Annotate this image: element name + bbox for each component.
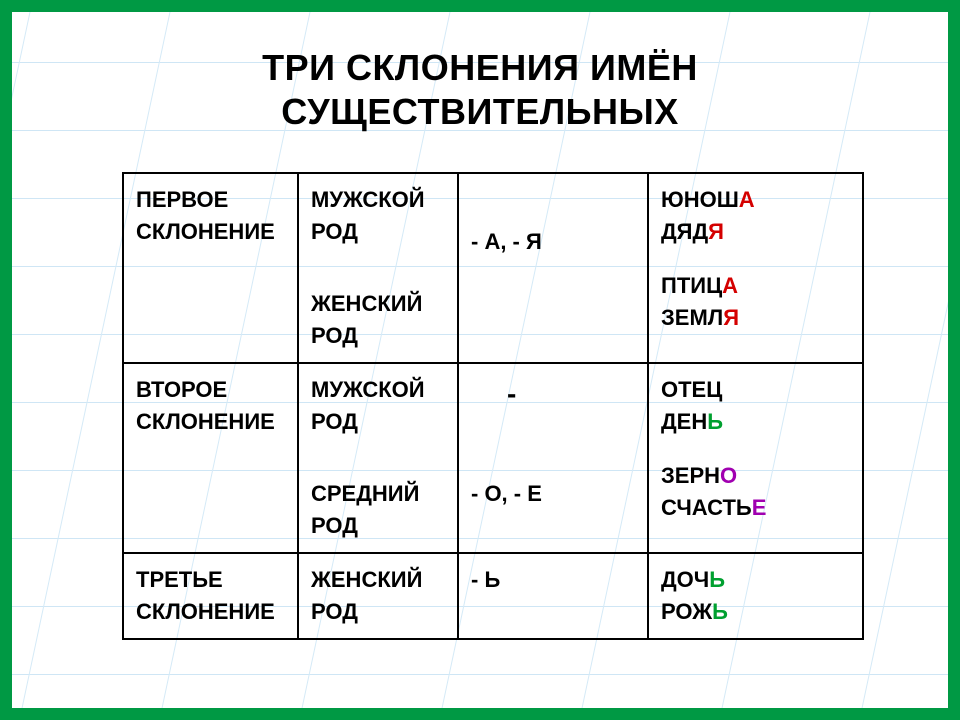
row2-label-b: СКЛОНЕНИЕ: [136, 409, 275, 434]
endings-dash: -: [471, 374, 635, 410]
row1-label-a: ПЕРВОЕ: [136, 187, 228, 212]
example-word: ЗЕМЛЯ: [661, 302, 850, 334]
declension-table: ПЕРВОЕ СКЛОНЕНИЕ МУЖСКОЙ РОД ЖЕНСКИЙ РОД…: [122, 172, 864, 640]
ex-end: Е: [752, 495, 767, 520]
table-row: ПЕРВОЕ СКЛОНЕНИЕ МУЖСКОЙ РОД ЖЕНСКИЙ РОД…: [123, 173, 863, 363]
gender-male-b: РОД: [311, 409, 358, 434]
slide-frame: ТРИ СКЛОНЕНИЯ ИМЁН СУЩЕСТВИТЕЛЬНЫХ ПЕРВО…: [0, 0, 960, 720]
ex-end: Ь: [707, 409, 723, 434]
page-title: ТРИ СКЛОНЕНИЯ ИМЁН СУЩЕСТВИТЕЛЬНЫХ: [12, 46, 948, 134]
row2-label: ВТОРОЕ СКЛОНЕНИЕ: [123, 363, 298, 553]
row3-examples: ДОЧЬ РОЖЬ: [648, 553, 863, 639]
example-word: ПТИЦА: [661, 270, 850, 302]
table-row: ТРЕТЬЕ СКЛОНЕНИЕ ЖЕНСКИЙ РОД - Ь ДОЧЬ РО…: [123, 553, 863, 639]
row2-examples: ОТЕЦ ДЕНЬ ЗЕРНО СЧАСТЬЕ: [648, 363, 863, 553]
ex-root: ДОЧ: [661, 567, 709, 592]
table-row: ВТОРОЕ СКЛОНЕНИЕ МУЖСКОЙ РОД СРЕДНИЙ РОД…: [123, 363, 863, 553]
example-word: ЮНОША: [661, 184, 850, 216]
gender-male-b: РОД: [311, 219, 358, 244]
gender-female-b: РОД: [311, 323, 358, 348]
row2-label-a: ВТОРОЕ: [136, 377, 227, 402]
row3-label-a: ТРЕТЬЕ: [136, 567, 223, 592]
endings-soft-sign: - Ь: [471, 564, 635, 596]
example-word: ОТЕЦ: [661, 374, 850, 406]
gender-neuter-a: СРЕДНИЙ: [311, 481, 419, 506]
row1-examples: ЮНОША ДЯДЯ ПТИЦА ЗЕМЛЯ: [648, 173, 863, 363]
row1-label-b: СКЛОНЕНИЕ: [136, 219, 275, 244]
example-word: РОЖЬ: [661, 596, 850, 628]
ex-end: Ь: [709, 567, 725, 592]
ex-end: Ь: [712, 599, 728, 624]
ex-root: РОЖ: [661, 599, 712, 624]
gender-female-a: ЖЕНСКИЙ: [311, 567, 422, 592]
ex-root: ДЕН: [661, 409, 707, 434]
example-word: ДЯДЯ: [661, 216, 850, 248]
row2-endings: - - О, - Е: [458, 363, 648, 553]
ex-root: ЗЕМЛ: [661, 305, 723, 330]
title-line2: СУЩЕСТВИТЕЛЬНЫХ: [281, 91, 678, 132]
ex-root: СЧАСТЬ: [661, 495, 752, 520]
ex-root: ПТИЦ: [661, 273, 722, 298]
title-line1: ТРИ СКЛОНЕНИЯ ИМЁН: [262, 47, 698, 88]
example-word: ДЕНЬ: [661, 406, 850, 438]
ex-end: А: [739, 187, 755, 212]
gender-male-a: МУЖСКОЙ: [311, 377, 425, 402]
ex-root: ЗЕРН: [661, 463, 720, 488]
row3-gender: ЖЕНСКИЙ РОД: [298, 553, 458, 639]
ex-root: ЮНОШ: [661, 187, 739, 212]
example-word: ДОЧЬ: [661, 564, 850, 596]
gender-female-a: ЖЕНСКИЙ: [311, 291, 422, 316]
row3-endings: - Ь: [458, 553, 648, 639]
row2-gender: МУЖСКОЙ РОД СРЕДНИЙ РОД: [298, 363, 458, 553]
row1-label: ПЕРВОЕ СКЛОНЕНИЕ: [123, 173, 298, 363]
ex-root: ДЯД: [661, 219, 708, 244]
ex-end: Я: [723, 305, 739, 330]
gender-neuter-b: РОД: [311, 513, 358, 538]
gender-male-a: МУЖСКОЙ: [311, 187, 425, 212]
row1-endings: - А, - Я: [458, 173, 648, 363]
ex-root: ОТЕЦ: [661, 377, 722, 402]
endings-o-e: - О, - Е: [471, 410, 635, 510]
example-word: ЗЕРНО: [661, 460, 850, 492]
endings-a-ya: - А, - Я: [471, 184, 635, 258]
ex-end: А: [722, 273, 738, 298]
row3-label-b: СКЛОНЕНИЕ: [136, 599, 275, 624]
example-word: СЧАСТЬЕ: [661, 492, 850, 524]
ex-end: О: [720, 463, 737, 488]
gender-female-b: РОД: [311, 599, 358, 624]
row3-label: ТРЕТЬЕ СКЛОНЕНИЕ: [123, 553, 298, 639]
row1-gender: МУЖСКОЙ РОД ЖЕНСКИЙ РОД: [298, 173, 458, 363]
ex-end: Я: [708, 219, 724, 244]
